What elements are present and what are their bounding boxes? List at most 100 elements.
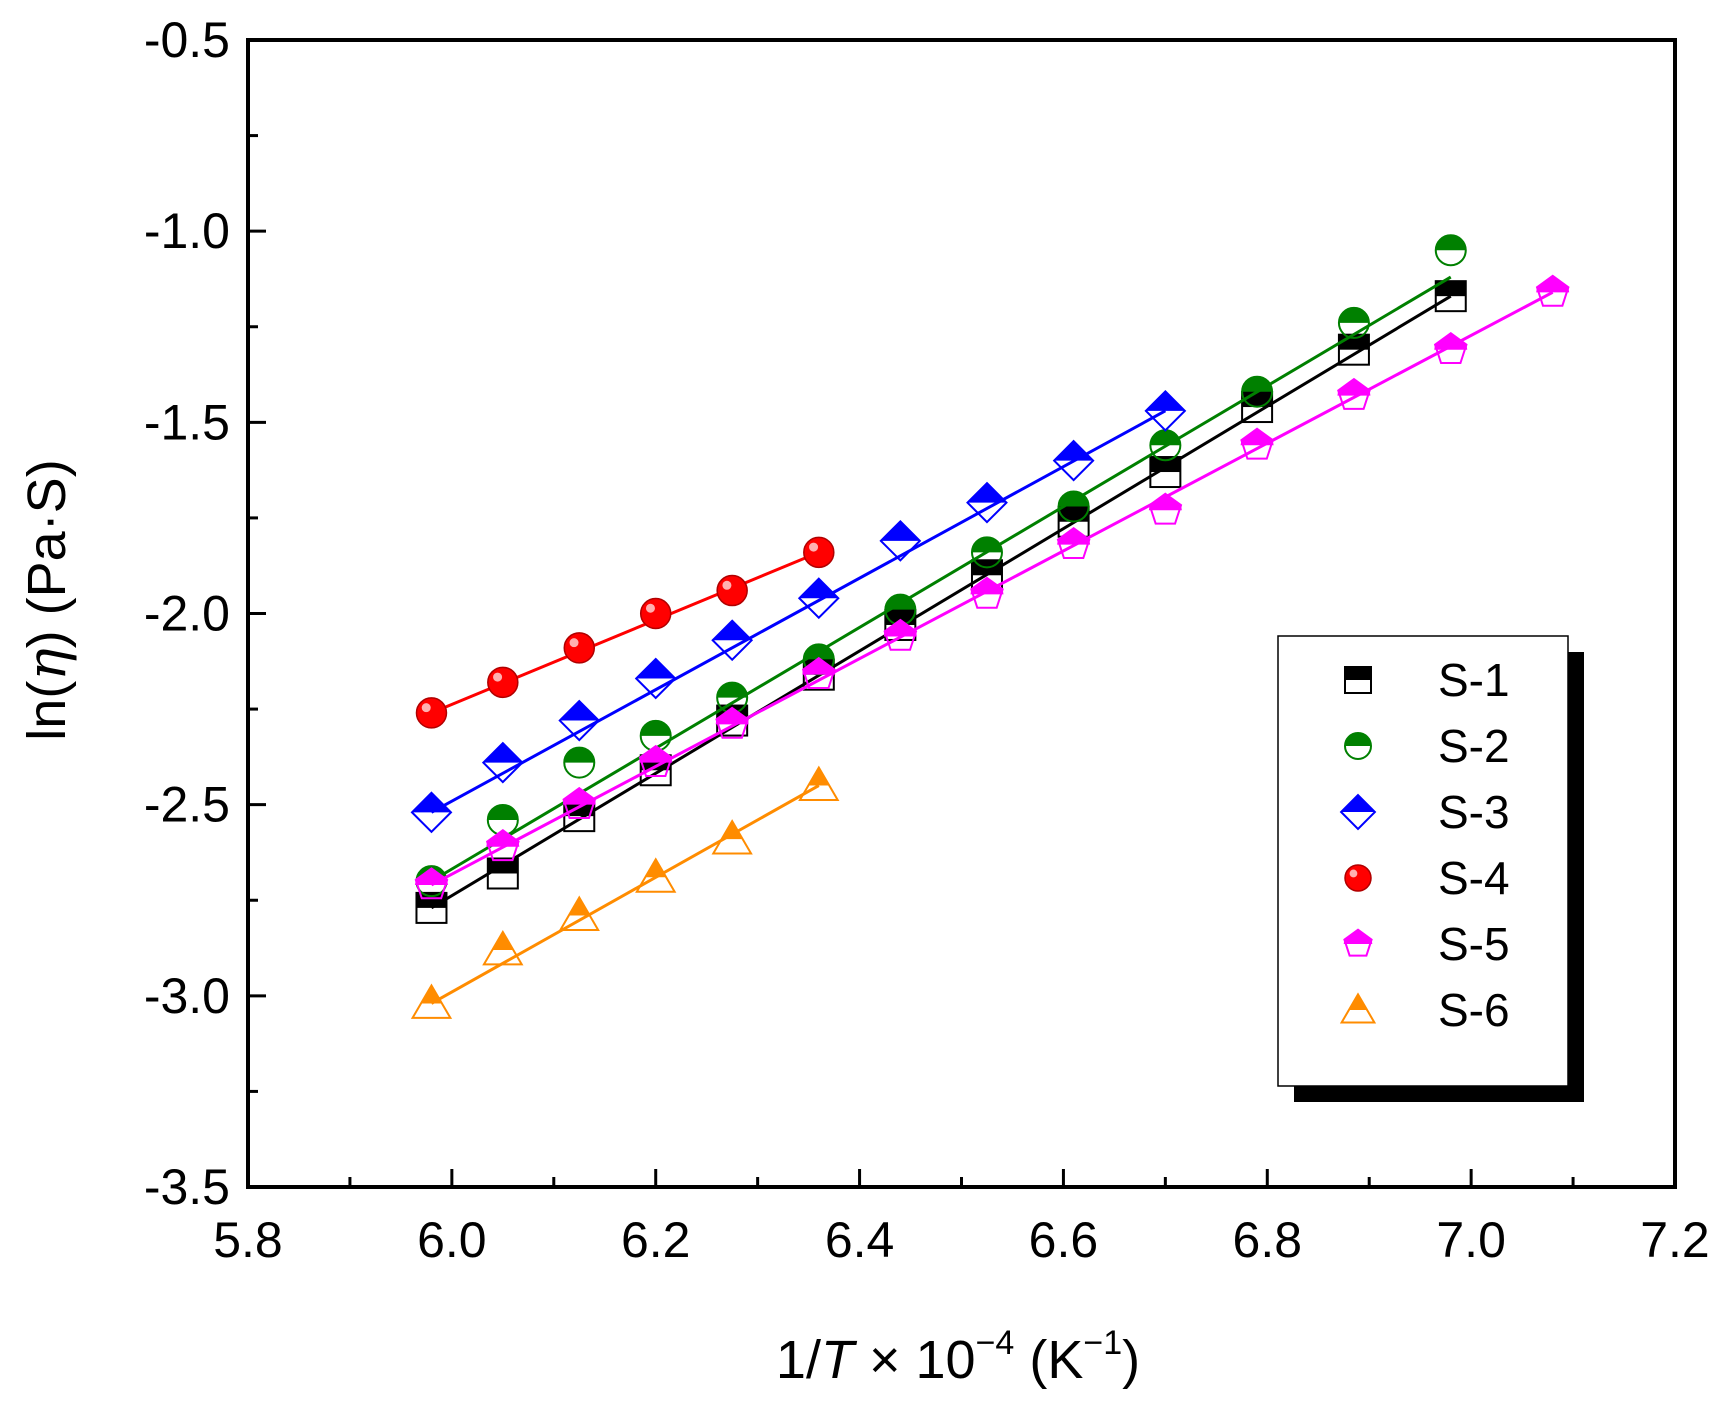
y-tick-label-2: -1.5 <box>144 394 230 450</box>
legend: S-1 S-2 S-3 S-4 S-5 S-6 <box>1277 635 1584 1102</box>
y-tick-label-6: -3.5 <box>144 1159 230 1215</box>
point-S-2-7 <box>970 536 1003 569</box>
legend-marker-S-2 <box>1344 732 1372 760</box>
fit-line-S-6 <box>430 784 820 1005</box>
point-S-6-4 <box>711 819 753 855</box>
x-tick-label-3: 6.4 <box>825 1212 895 1268</box>
legend-label-S-3: S-3 <box>1438 786 1510 838</box>
point-S-3-5 <box>797 577 840 620</box>
x-axis-label-unit-open: (K <box>1014 1330 1083 1390</box>
y-tick-label-4: -2.5 <box>144 777 230 833</box>
legend-label-S-1: S-1 <box>1438 654 1510 706</box>
x-axis-label: 1/T × 10−4 (K−1) <box>776 1324 1140 1390</box>
series-S-4 <box>415 536 835 729</box>
y-tick-label-5: -3.0 <box>144 968 230 1024</box>
point-S-5-1 <box>485 828 520 862</box>
x-tick-label-7: 7.2 <box>1640 1212 1710 1268</box>
point-S-2-11 <box>1337 306 1370 339</box>
x-tick-label-4: 6.6 <box>1029 1212 1099 1268</box>
point-S-5-12 <box>1433 331 1468 365</box>
series-S-2 <box>415 234 1467 898</box>
point-S-3-2 <box>558 699 601 742</box>
point-S-1-6 <box>884 608 917 641</box>
point-S-3-6 <box>879 519 922 562</box>
point-S-2-2 <box>563 746 596 779</box>
y-axis-label-var: η <box>15 648 78 680</box>
x-axis-label-mid: × 10 <box>854 1330 976 1390</box>
point-S-5-3 <box>638 744 673 777</box>
point-S-4-3 <box>639 597 672 630</box>
legend-marker-S-1 <box>1344 666 1372 694</box>
x-tick-label-5: 6.8 <box>1233 1212 1303 1268</box>
series-layer <box>410 234 1570 1019</box>
point-S-3-4 <box>711 619 754 662</box>
point-S-1-9 <box>1149 456 1182 489</box>
point-S-5-2 <box>562 786 597 820</box>
x-tick-label-2: 6.2 <box>621 1212 691 1268</box>
point-S-5-13 <box>1535 274 1570 307</box>
y-axis-label: ln(η) (Pa·S) <box>15 459 78 740</box>
legend-marker-S-6 <box>1339 992 1377 1024</box>
point-S-5-0 <box>414 867 449 900</box>
point-S-3-0 <box>410 791 453 834</box>
legend-marker-S-5 <box>1343 928 1373 957</box>
fit-line-S-3 <box>430 409 1167 814</box>
series-S-6 <box>410 765 840 1019</box>
point-S-3-8 <box>1052 439 1095 482</box>
point-S-3-9 <box>1144 389 1187 432</box>
x-axis-label-var: T <box>821 1330 858 1390</box>
point-S-1-12 <box>1434 280 1467 313</box>
point-S-5-4 <box>715 706 750 739</box>
point-S-4-0 <box>415 697 448 729</box>
legend-box <box>1277 635 1569 1087</box>
point-S-2-10 <box>1241 375 1274 408</box>
ticks-layer: 5.8 6.0 6.2 6.4 6.6 6.8 7.0 7.2 -0.5 -1.0 -1.5 -2.0… <box>144 12 1710 1268</box>
point-S-6-5 <box>798 765 840 801</box>
x-axis-label-unit-exp: −1 <box>1083 1324 1122 1362</box>
series-S-3 <box>410 389 1187 834</box>
legend-marker-S-4 <box>1344 864 1372 892</box>
legend-marker-S-3 <box>1339 793 1377 831</box>
y-axis-label-prefix: ln( <box>17 681 77 741</box>
point-S-4-2 <box>563 632 596 664</box>
point-S-5-8 <box>1056 526 1091 560</box>
point-S-4-5 <box>803 536 835 569</box>
point-S-5-10 <box>1240 427 1274 460</box>
point-S-3-1 <box>481 741 524 784</box>
legend-label-S-2: S-2 <box>1438 720 1510 772</box>
point-S-6-0 <box>410 983 453 1019</box>
x-tick-label-6: 7.0 <box>1436 1212 1506 1268</box>
fit-line-S-1 <box>430 294 1452 910</box>
point-S-5-11 <box>1337 377 1371 410</box>
point-S-5-9 <box>1148 492 1183 525</box>
legend-label-S-5: S-5 <box>1438 918 1510 970</box>
y-tick-label-0: -0.5 <box>144 12 230 68</box>
legend-items: S-1 S-2 S-3 S-4 S-5 S-6 <box>1339 654 1510 1036</box>
x-tick-label-0: 5.8 <box>213 1212 283 1268</box>
point-S-4-4 <box>716 574 748 607</box>
point-S-1-0 <box>415 891 448 924</box>
x-axis-label-unit-close: ) <box>1122 1330 1140 1390</box>
x-axis-label-exp: −4 <box>976 1324 1015 1362</box>
point-S-1-1 <box>486 857 519 890</box>
y-tick-label-1: -1.0 <box>144 203 230 259</box>
point-S-5-7 <box>970 576 1004 609</box>
point-S-6-1 <box>482 929 524 966</box>
point-S-2-8 <box>1057 490 1090 523</box>
point-S-5-5 <box>801 656 836 690</box>
point-S-4-1 <box>487 666 519 699</box>
x-tick-label-1: 6.0 <box>417 1212 487 1268</box>
fit-line-S-2 <box>430 275 1452 883</box>
legend-label-S-4: S-4 <box>1438 852 1510 904</box>
point-S-2-12 <box>1434 234 1467 267</box>
legend-label-S-6: S-6 <box>1438 984 1510 1036</box>
point-S-3-7 <box>966 481 1008 524</box>
point-S-3-3 <box>634 657 677 700</box>
series-S-5 <box>414 274 1570 900</box>
point-S-6-2 <box>558 895 600 931</box>
y-axis-label-suffix: ) (Pa·S) <box>17 459 77 648</box>
y-tick-label-3: -2.0 <box>144 586 230 642</box>
point-S-6-3 <box>635 857 677 893</box>
